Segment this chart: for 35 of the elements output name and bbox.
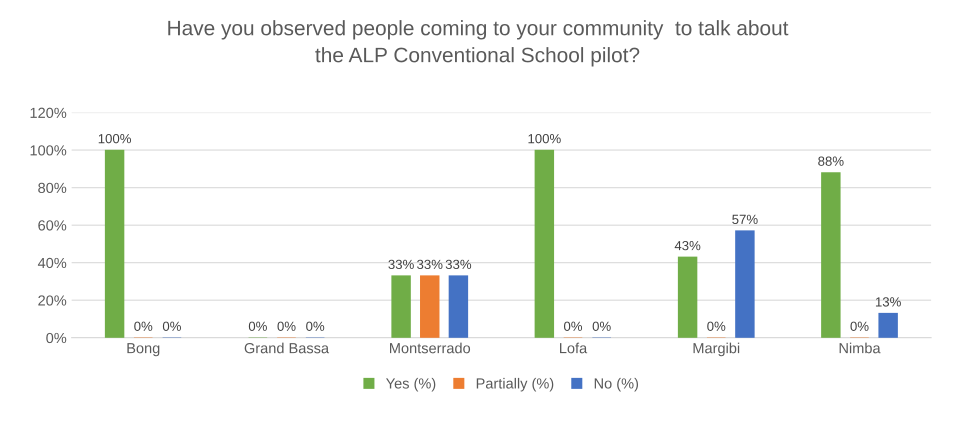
data-label: 0% (162, 322, 181, 331)
data-label: 13% (876, 297, 901, 307)
data-label: 0% (248, 322, 267, 331)
y-tick-label: 80% (38, 182, 66, 194)
x-tick-label: Grand Bassa (244, 342, 330, 354)
data-label: 0% (306, 322, 324, 331)
y-tick-label: 20% (38, 295, 66, 306)
chart-title: Have you observed people coming to your community to talk about the ALP Conventional School pilot? (168, 20, 788, 66)
data-label: 0% (277, 322, 296, 331)
data-label: 43% (674, 240, 700, 250)
y-tick-label: 60% (38, 220, 66, 231)
x-tick-label: Montserrado (390, 342, 470, 354)
legend-label: Yes (%) (386, 378, 436, 392)
data-label: 0% (134, 322, 152, 331)
y-tick-label: 0% (46, 332, 66, 344)
data-label: 33% (417, 260, 442, 270)
data-label: 88% (818, 156, 844, 166)
data-label: 0% (707, 322, 726, 331)
y-tick-label: 100% (30, 145, 66, 156)
data-label: 33% (388, 260, 414, 270)
x-tick-label: Lofa (560, 342, 588, 354)
y-tick-label: 120% (30, 108, 66, 118)
legend-label: Partially (%) (476, 378, 554, 392)
x-tick-label: Nimba (840, 342, 881, 354)
data-label: 33% (446, 260, 472, 270)
x-tick-label: Margibi (694, 342, 740, 356)
data-label: 0% (564, 322, 582, 331)
data-label: 0% (850, 322, 869, 331)
legend-label: No (%) (594, 378, 638, 392)
y-tick-label: 40% (38, 258, 66, 268)
data-label: 0% (592, 322, 611, 331)
data-label: 100% (98, 134, 132, 144)
x-tick-label: Bong (127, 343, 160, 356)
data-label: 57% (732, 214, 758, 224)
data-label: 100% (528, 134, 561, 144)
